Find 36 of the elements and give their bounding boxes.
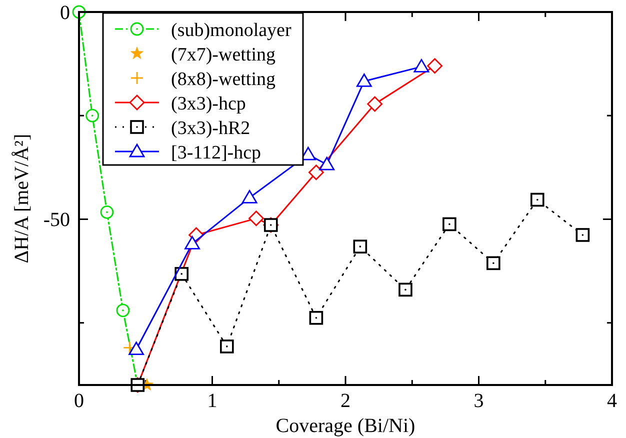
legend-label: (3x3)-hR2 bbox=[171, 118, 250, 139]
legend-label: [3-112]-hcp bbox=[171, 142, 262, 164]
point bbox=[308, 164, 324, 180]
point bbox=[184, 236, 200, 250]
y-tick-label: -50 bbox=[43, 209, 70, 232]
point bbox=[367, 96, 383, 112]
x-tick-label: 1 bbox=[207, 390, 218, 412]
point bbox=[530, 192, 544, 207]
point bbox=[86, 108, 100, 122]
point bbox=[576, 228, 590, 242]
x-axis-title: Coverage (Bi/Ni) bbox=[276, 415, 416, 437]
legend-label: (8x8)-wetting bbox=[171, 69, 276, 90]
point bbox=[248, 210, 264, 226]
point bbox=[353, 240, 368, 254]
legend-label: (sub)monolayer bbox=[171, 20, 292, 41]
x-tick-label: 3 bbox=[474, 390, 484, 412]
legend-label: (3x3)-hcp bbox=[171, 94, 246, 114]
point bbox=[486, 256, 500, 270]
x-tick-label: 0 bbox=[74, 390, 84, 412]
y-axis-title: ΔH/A [meV/Å²] bbox=[11, 134, 33, 264]
x-tick-label: 4 bbox=[607, 390, 617, 412]
point bbox=[398, 282, 412, 297]
point bbox=[427, 58, 442, 74]
point bbox=[116, 304, 130, 318]
x-tick-label: 2 bbox=[340, 390, 350, 412]
point bbox=[128, 342, 144, 356]
point bbox=[100, 205, 114, 219]
point bbox=[414, 59, 430, 72]
point bbox=[442, 217, 456, 232]
point bbox=[309, 310, 324, 325]
point bbox=[242, 190, 258, 204]
point bbox=[220, 340, 234, 354]
point bbox=[356, 74, 372, 87]
point bbox=[174, 267, 188, 281]
point bbox=[319, 156, 335, 170]
legend-label: (7x7)-wetting bbox=[171, 44, 276, 66]
